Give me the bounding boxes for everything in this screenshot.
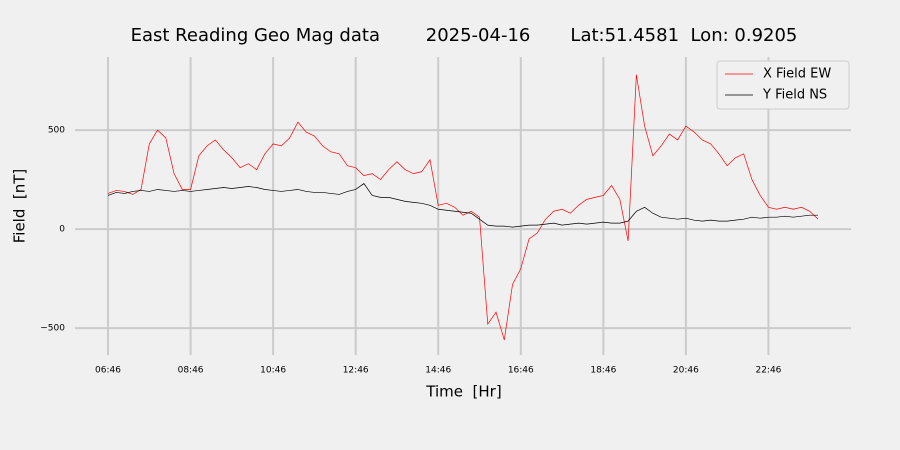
x-tick-label: 20:46 [673,366,699,376]
legend-label: Y Field NS [762,88,827,103]
x-tick-label: 16:46 [508,366,534,376]
y-tick-label: −500 [40,324,65,334]
x-tick-label: 22:46 [755,366,781,376]
x-tick-label: 12:46 [343,366,369,376]
x-tick-label: 18:46 [590,366,616,376]
x-axis-label: Time [Hr] [425,383,501,401]
x-tick-label: 10:46 [260,366,286,376]
x-tick-label: 14:46 [425,366,451,376]
line-series [107,74,819,341]
legend-label: X Field EW [763,67,831,82]
x-tick-label: 08:46 [178,366,204,376]
chart-title: East Reading Geo Mag data 2025-04-16 Lat… [131,25,798,46]
y-tick-label: 500 [48,126,65,136]
line-series [107,183,818,228]
y-tick-label: 0 [59,225,65,235]
y-axis-label: Field [nT] [11,169,29,244]
x-tick-label: 06:46 [95,366,121,376]
legend-box [716,60,850,110]
legend: X Field EW Y Field NS [716,60,850,110]
